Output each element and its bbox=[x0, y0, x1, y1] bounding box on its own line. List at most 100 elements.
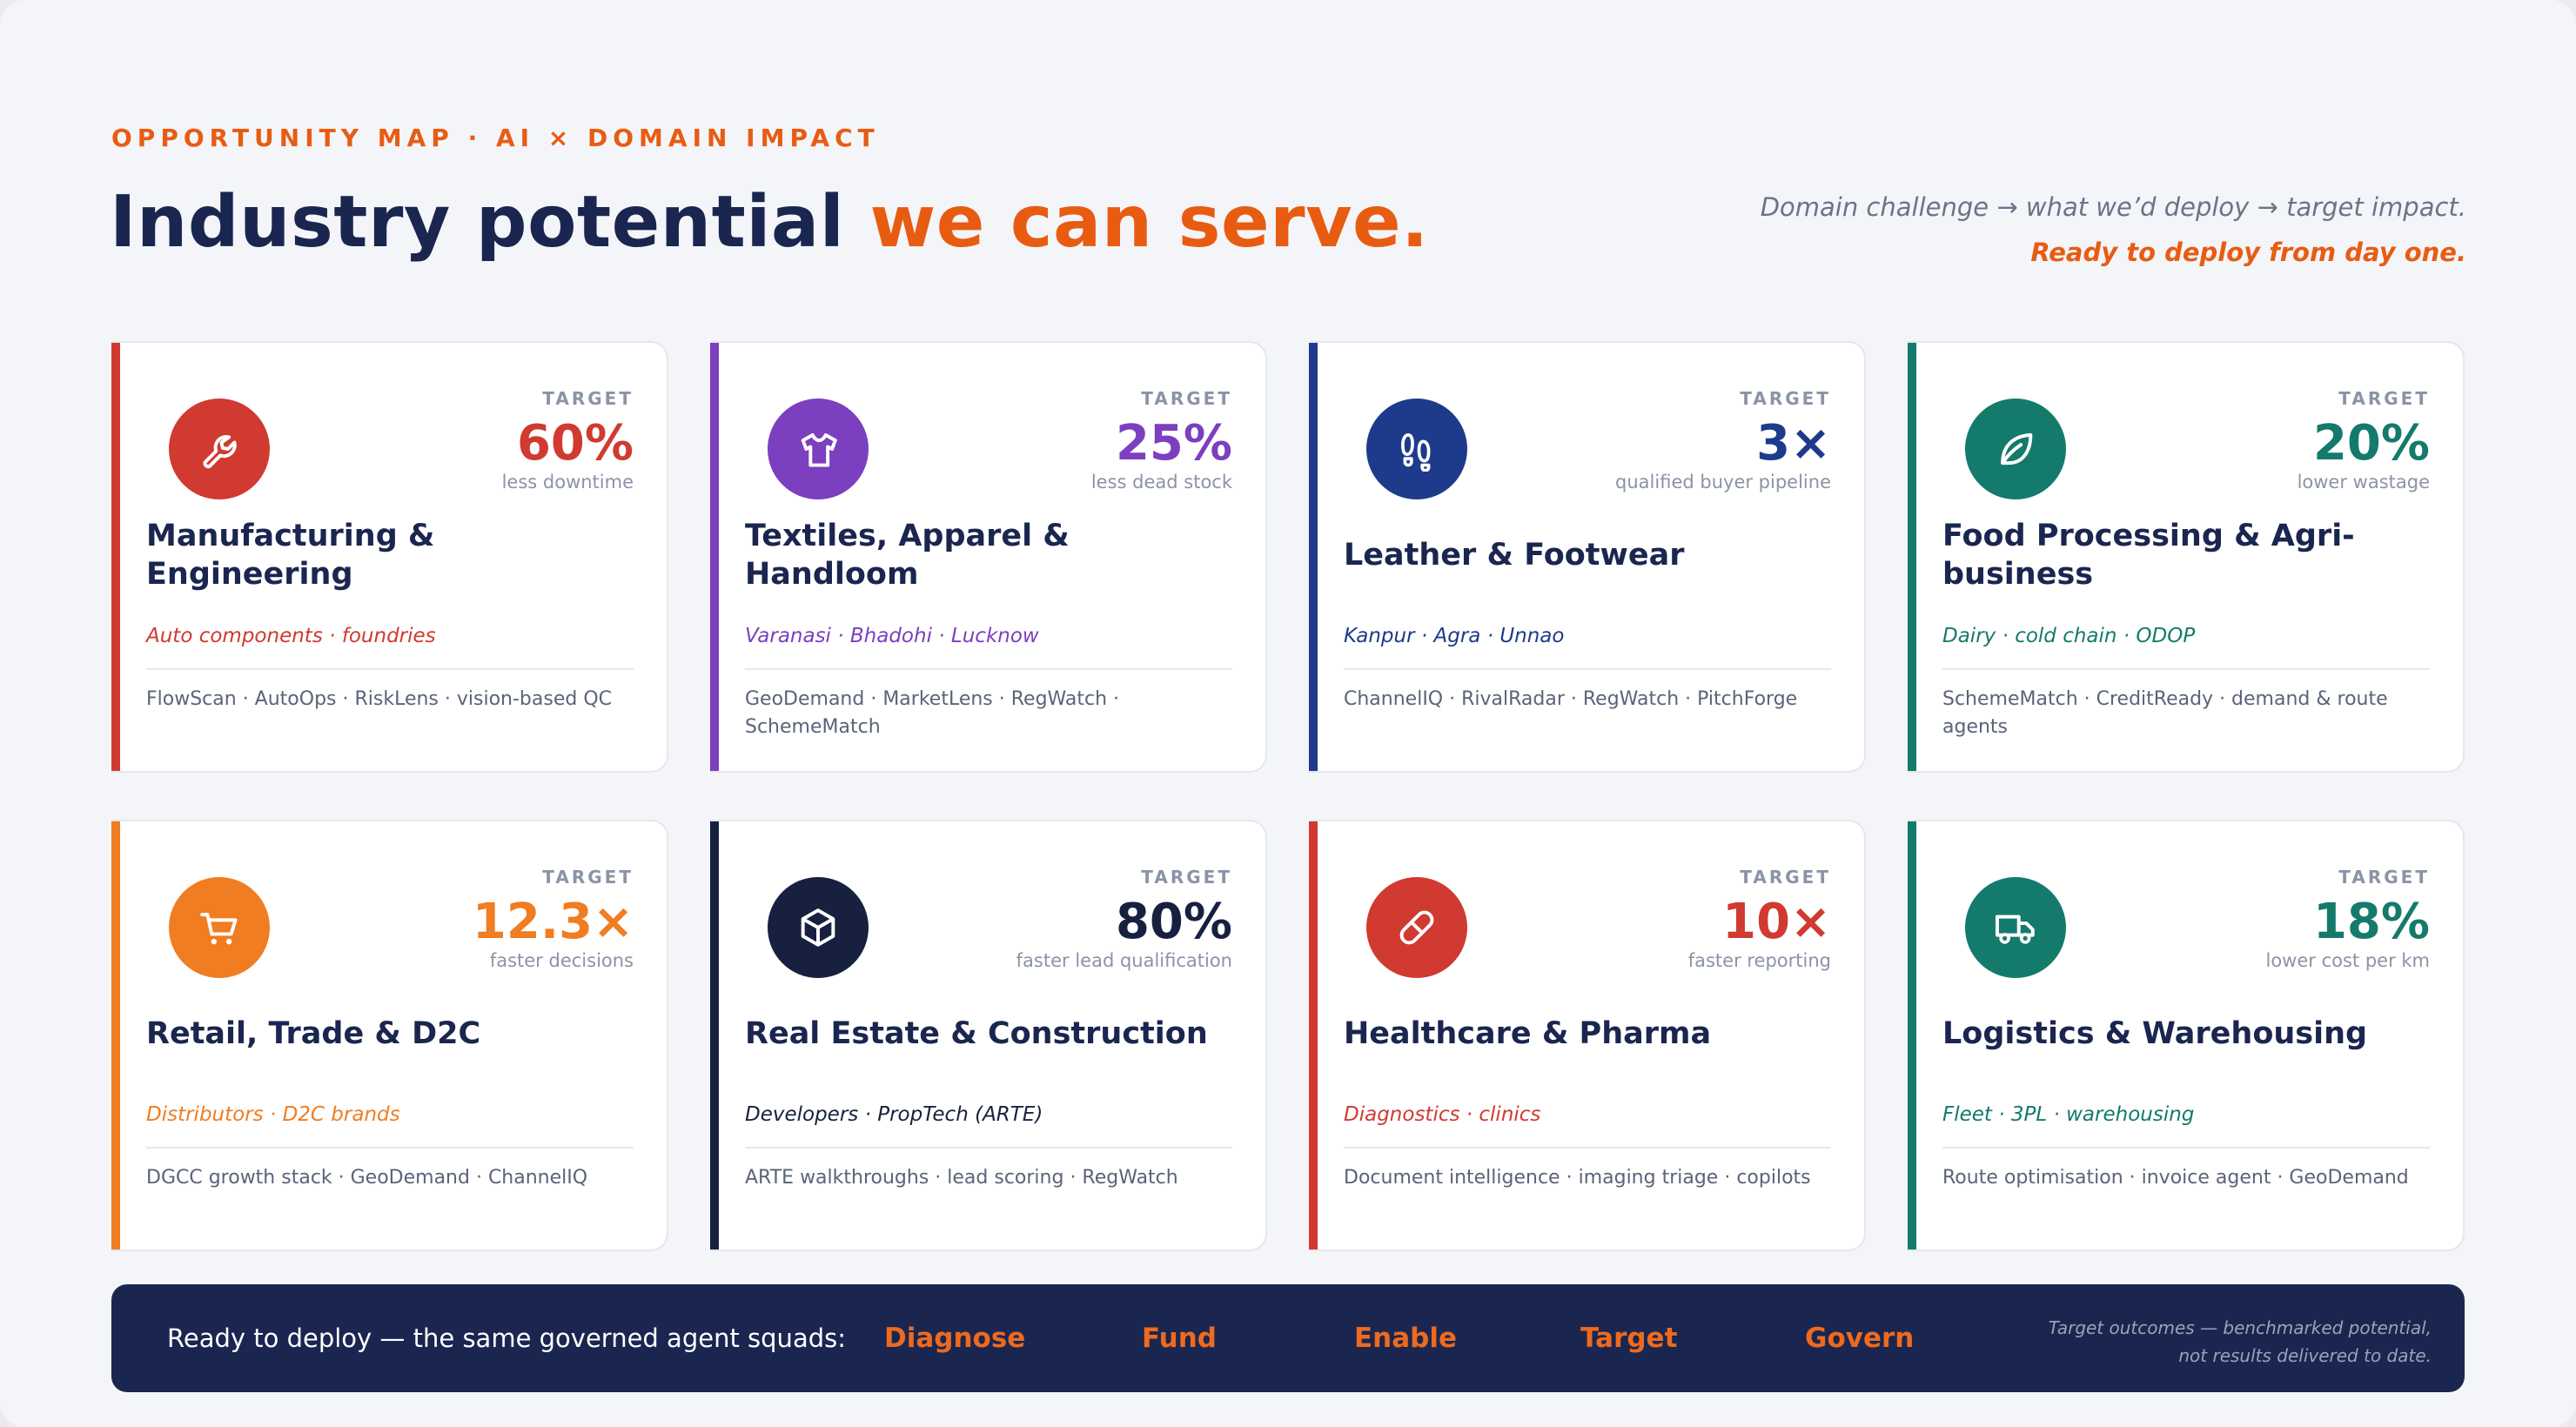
subtitle: Domain challenge → what we’d deploy → ta… bbox=[1761, 184, 2466, 275]
accent-bar bbox=[1309, 821, 1318, 1249]
industry-name-text: Healthcare & Pharma bbox=[1344, 1016, 1712, 1051]
industry-name-text: Textiles, Apparel & Handloom bbox=[745, 519, 1070, 592]
target-label: TARGET bbox=[1740, 867, 1831, 888]
squad-govern: Govern bbox=[1805, 1323, 1915, 1354]
accent-bar bbox=[710, 821, 719, 1249]
footer-note-line-2: not results delivered to date. bbox=[2178, 1345, 2432, 1366]
target-block: TARGET 10× faster reporting bbox=[1688, 867, 1831, 971]
leaf-icon bbox=[1965, 399, 2066, 499]
industry-tools: FlowScan · AutoOps · RiskLens · vision-b… bbox=[146, 688, 613, 710]
divider bbox=[1344, 1147, 1831, 1149]
industry-name-text: Leather & Footwear bbox=[1344, 538, 1685, 573]
industry-tools: DGCC growth stack · GeoDemand · ChannelI… bbox=[146, 1167, 588, 1189]
divider bbox=[1942, 668, 2430, 670]
target-value: 12.3× bbox=[472, 894, 634, 950]
target-label: TARGET bbox=[1740, 388, 1831, 409]
target-value: 18% bbox=[2312, 894, 2430, 950]
target-value: 60% bbox=[516, 415, 634, 472]
industry-regions: Fleet · 3PL · warehousing bbox=[1942, 1103, 2195, 1126]
target-block: TARGET 25% less dead stock bbox=[1091, 388, 1232, 492]
squad-fund: Fund bbox=[1142, 1323, 1217, 1354]
accent-bar bbox=[1309, 343, 1318, 771]
eyebrow: OPPORTUNITY MAP · AI × DOMAIN IMPACT bbox=[111, 124, 880, 152]
shirt-icon bbox=[768, 399, 869, 499]
target-description: less downtime bbox=[501, 472, 634, 492]
industry-name: Food Processing & Agri-business bbox=[1942, 513, 2430, 597]
target-block: TARGET 20% lower wastage bbox=[2298, 388, 2430, 492]
industry-regions: Auto components · foundries bbox=[146, 625, 436, 647]
industry-regions: Distributors · D2C brands bbox=[146, 1103, 400, 1126]
industry-name: Retail, Trade & D2C bbox=[146, 992, 634, 1075]
industry-card: TARGET 3× qualified buyer pipeline Leather … bbox=[1309, 341, 1866, 773]
target-label: TARGET bbox=[2338, 388, 2430, 409]
industry-card: TARGET 18% lower cost per km Logistics & Wa… bbox=[1908, 820, 2465, 1251]
industry-name: Real Estate & Construction bbox=[745, 992, 1232, 1075]
target-value: 20% bbox=[2312, 415, 2430, 472]
industry-name: Manufacturing & Engineering bbox=[146, 513, 634, 597]
target-description: faster reporting bbox=[1687, 950, 1831, 971]
divider bbox=[146, 668, 634, 670]
target-value: 25% bbox=[1115, 415, 1232, 472]
subtitle-line-2: Ready to deploy from day one. bbox=[2030, 238, 2466, 267]
industry-regions: Varanasi · Bhadohi · Lucknow bbox=[745, 625, 1039, 647]
title-accent: we can serve. bbox=[869, 181, 1429, 264]
industry-regions: Developers · PropTech (ARTE) bbox=[745, 1103, 1043, 1126]
pill-icon bbox=[1366, 877, 1467, 978]
subtitle-line-1: Domain challenge → what we’d deploy → ta… bbox=[1760, 192, 2466, 222]
cube-icon bbox=[768, 877, 869, 978]
accent-bar bbox=[1908, 343, 1916, 771]
target-block: TARGET 80% faster lead qualification bbox=[1016, 867, 1232, 971]
truck-icon bbox=[1965, 877, 2066, 978]
target-block: TARGET 18% lower cost per km bbox=[2265, 867, 2430, 971]
industry-regions: Diagnostics · clinics bbox=[1344, 1103, 1541, 1126]
divider bbox=[745, 1147, 1232, 1149]
industry-card: TARGET 80% faster lead qualification Real E… bbox=[710, 820, 1267, 1251]
target-label: TARGET bbox=[1141, 867, 1232, 888]
industry-name: Logistics & Warehousing bbox=[1942, 992, 2430, 1075]
industry-tools: Document intelligence · imaging triage ·… bbox=[1344, 1167, 1811, 1189]
industry-card: TARGET 25% less dead stock Textiles, Appare… bbox=[710, 341, 1267, 773]
target-description: lower cost per km bbox=[2265, 950, 2430, 971]
industry-tools: Route optimisation · invoice agent · Geo… bbox=[1942, 1167, 2409, 1189]
target-value: 80% bbox=[1115, 894, 1232, 950]
wrench-icon bbox=[169, 399, 270, 499]
target-label: TARGET bbox=[2338, 867, 2430, 888]
accent-bar bbox=[710, 343, 719, 771]
industry-card: TARGET 10× faster reporting Healthcare & Ph… bbox=[1309, 820, 1866, 1251]
industry-name-text: Manufacturing & Engineering bbox=[146, 519, 435, 592]
page-title: Industry potential we can serve. bbox=[110, 181, 1429, 264]
shopping-cart-icon bbox=[169, 877, 270, 978]
target-block: TARGET 3× qualified buyer pipeline bbox=[1615, 388, 1831, 492]
footer-note-line-1: Target outcomes — benchmarked potential, bbox=[2048, 1317, 2432, 1338]
industry-name: Healthcare & Pharma bbox=[1344, 992, 1831, 1075]
target-block: TARGET 12.3× faster decisions bbox=[473, 867, 634, 971]
target-block: TARGET 60% less downtime bbox=[502, 388, 634, 492]
squad-diagnose: Diagnose bbox=[884, 1323, 1026, 1354]
industry-tools: GeoDemand · MarketLens · RegWatch · Sche… bbox=[745, 688, 1120, 738]
target-description: lower wastage bbox=[2297, 472, 2430, 492]
industry-name-text: Retail, Trade & D2C bbox=[146, 1016, 481, 1051]
industry-regions: Kanpur · Agra · Unnao bbox=[1344, 625, 1565, 647]
divider bbox=[146, 1147, 634, 1149]
industry-name: Leather & Footwear bbox=[1344, 513, 1831, 597]
footprints-icon bbox=[1366, 399, 1467, 499]
industry-tools: ARTE walkthroughs · lead scoring · RegWa… bbox=[745, 1167, 1178, 1189]
squad-target: Target bbox=[1580, 1323, 1678, 1354]
target-description: less dead stock bbox=[1090, 472, 1232, 492]
industry-tools: ChannelIQ · RivalRadar · RegWatch · Pitc… bbox=[1344, 688, 1798, 710]
target-value: 10× bbox=[1722, 894, 1831, 950]
industry-card: TARGET 60% less downtime Manufacturing & En… bbox=[111, 341, 668, 773]
divider bbox=[1942, 1147, 2430, 1149]
target-label: TARGET bbox=[542, 388, 634, 409]
industry-card: TARGET 12.3× faster decisions Retail, Trade… bbox=[111, 820, 668, 1251]
target-label: TARGET bbox=[542, 867, 634, 888]
accent-bar bbox=[111, 343, 120, 771]
target-value: 3× bbox=[1756, 415, 1831, 472]
industry-name-text: Real Estate & Construction bbox=[745, 1016, 1208, 1051]
squad-enable: Enable bbox=[1354, 1323, 1458, 1354]
footer-note: Target outcomes — benchmarked potential,… bbox=[2049, 1314, 2432, 1370]
industry-card: TARGET 20% lower wastage Food Processing & … bbox=[1908, 341, 2465, 773]
industry-name-text: Food Processing & Agri-business bbox=[1942, 519, 2355, 592]
target-label: TARGET bbox=[1141, 388, 1232, 409]
